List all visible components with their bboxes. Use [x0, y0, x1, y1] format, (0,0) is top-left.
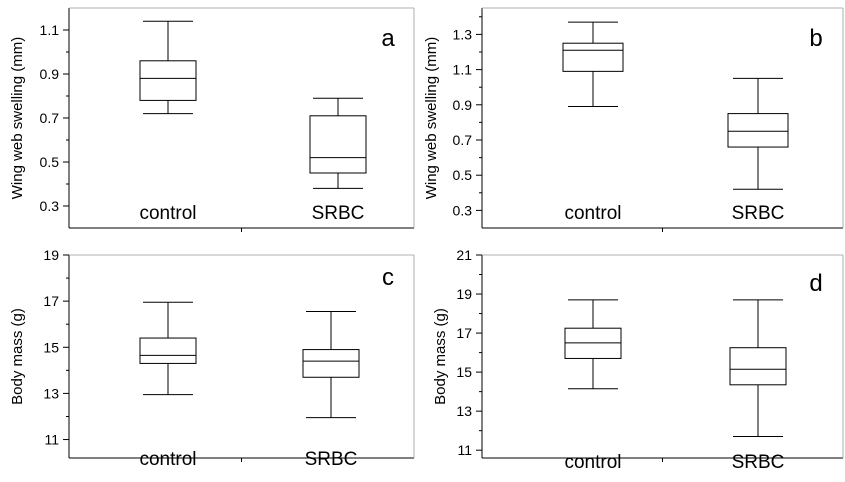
iqr-box [309, 115, 367, 174]
category-label: control [139, 203, 196, 224]
y-tick-label: 15 [43, 339, 59, 355]
y-tick-label: 0.7 [453, 132, 473, 148]
y-tick-label: 1.3 [453, 26, 473, 42]
iqr-box [139, 337, 197, 364]
y-tick-label: 11 [44, 432, 59, 448]
panel-a: 0.3 0.5 0.7 0.9 1.1 Wing web swelling (mm) a co… [9, 7, 415, 232]
panel-letter: c [382, 264, 394, 291]
iqr-box [729, 347, 787, 386]
y-tick-label: 17 [456, 325, 472, 341]
y-axis-label: Body mass (g) [9, 308, 26, 405]
y-tick-label: 11 [457, 442, 472, 458]
iqr-box [302, 349, 360, 378]
y-tick-label: 1.1 [453, 62, 473, 78]
y-tick-label: 19 [43, 247, 59, 263]
iqr-box [562, 42, 624, 72]
category-label: SRBC [732, 203, 785, 224]
y-tick-label: 0.9 [453, 97, 473, 113]
box-control [564, 299, 622, 390]
iqr-box [727, 113, 789, 148]
y-tick-label: 1.1 [40, 22, 60, 38]
y-tick-label: 0.7 [40, 110, 60, 126]
y-axis-label: Wing web swelling (mm) [423, 37, 440, 200]
box-srbc [302, 311, 360, 419]
y-tick-label: 13 [43, 385, 59, 401]
category-label: SRBC [312, 203, 365, 224]
category-label: control [564, 203, 621, 224]
y-tick-label: 13 [456, 403, 472, 419]
box-control [139, 20, 197, 115]
y-tick-label: 0.3 [453, 202, 473, 218]
panel-b: 0.3 0.5 0.7 0.9 1.1 1.3 Wing web swelling (mm)… [423, 7, 844, 232]
y-axis-label: Wing web swelling (mm) [9, 37, 26, 200]
panel-c: 11 13 15 17 19 Body mass (g) c control SRBC [9, 247, 415, 470]
y-tick-label: 15 [456, 364, 472, 380]
y-tick-label: 21 [456, 247, 472, 263]
box-control [562, 21, 624, 108]
box-srbc [727, 77, 789, 190]
box-srbc [729, 299, 787, 438]
category-label: SRBC [732, 452, 785, 473]
y-tick-label: 0.5 [453, 167, 473, 183]
y-tick-label: 17 [43, 293, 59, 309]
panel-letter: a [381, 25, 395, 52]
y-tick-label: 0.9 [40, 66, 60, 82]
box-srbc [309, 97, 367, 189]
panel-letter: b [809, 25, 822, 52]
category-label: control [139, 449, 196, 470]
category-label: SRBC [305, 449, 358, 470]
panel-letter: d [809, 270, 822, 297]
box-control [139, 301, 197, 396]
y-tick-label: 0.3 [40, 198, 60, 214]
category-label: control [564, 452, 621, 473]
y-tick-label: 19 [456, 286, 472, 302]
y-tick-label: 0.5 [40, 154, 60, 170]
panel-d: 11 13 15 17 19 21 Body mass (g) d control SRBC [432, 247, 844, 473]
iqr-box [139, 60, 197, 101]
y-axis-label: Body mass (g) [432, 308, 449, 405]
